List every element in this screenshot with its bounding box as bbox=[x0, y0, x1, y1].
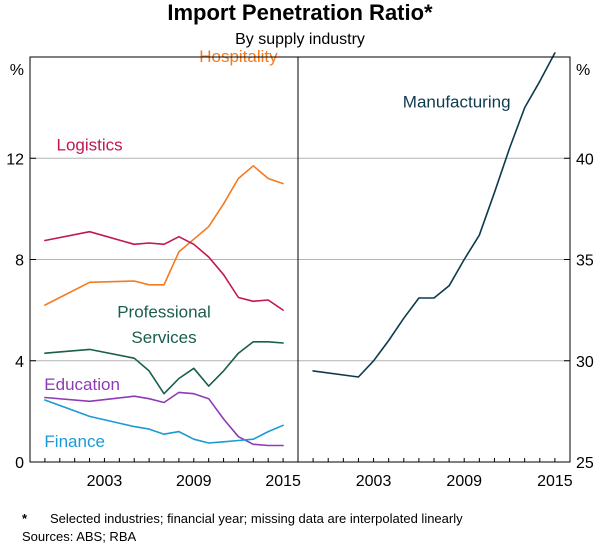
right-x-tick-label: 2009 bbox=[446, 473, 482, 490]
series-line-finance bbox=[44, 399, 284, 444]
chart-title: Import Penetration Ratio* bbox=[167, 0, 433, 25]
left-x-tick-label: 2009 bbox=[176, 473, 212, 490]
footnote-text: Selected industries; financial year; mis… bbox=[50, 511, 463, 526]
right-y-tick-label: 25 bbox=[576, 455, 594, 472]
series-line-professional-services bbox=[44, 340, 284, 395]
right-y-tick-label: 30 bbox=[576, 354, 594, 371]
series-label-professional-services: Professional bbox=[117, 303, 211, 322]
series-line-manufacturing bbox=[312, 52, 556, 378]
series-label-manufacturing: Manufacturing bbox=[403, 93, 511, 112]
series-label-finance: Finance bbox=[44, 432, 104, 451]
right-x-tick-label: 2003 bbox=[356, 473, 392, 490]
series-line-logistics bbox=[44, 230, 284, 311]
sources-note: Sources: ABS; RBA bbox=[22, 529, 137, 544]
left-y-tick-label: 12 bbox=[6, 151, 24, 168]
series-line-hospitality bbox=[44, 165, 284, 306]
footnote: * Selected industries; financial year; mi… bbox=[22, 511, 463, 527]
right-unit-label: % bbox=[576, 62, 590, 79]
right-y-tick-label: 40 bbox=[576, 151, 594, 168]
left-x-tick-label: 2015 bbox=[265, 473, 301, 490]
footnote-marker: * bbox=[22, 511, 28, 526]
series-line-education bbox=[44, 391, 284, 447]
plot-frame bbox=[29, 56, 571, 463]
left-unit-label: % bbox=[10, 62, 24, 79]
left-x-tick-label: 2003 bbox=[87, 473, 123, 490]
left-y-tick-label: 4 bbox=[15, 354, 24, 371]
right-y-tick-label: 35 bbox=[576, 253, 594, 270]
left-y-tick-label: 8 bbox=[15, 253, 24, 270]
right-x-tick-label: 2015 bbox=[537, 473, 573, 490]
series-label-education: Education bbox=[44, 375, 120, 394]
left-y-tick-label: 0 bbox=[15, 455, 24, 472]
series-label-professional-services: Services bbox=[131, 328, 196, 347]
series-label-logistics: Logistics bbox=[56, 136, 122, 155]
chart-subtitle: By supply industry bbox=[235, 31, 365, 48]
